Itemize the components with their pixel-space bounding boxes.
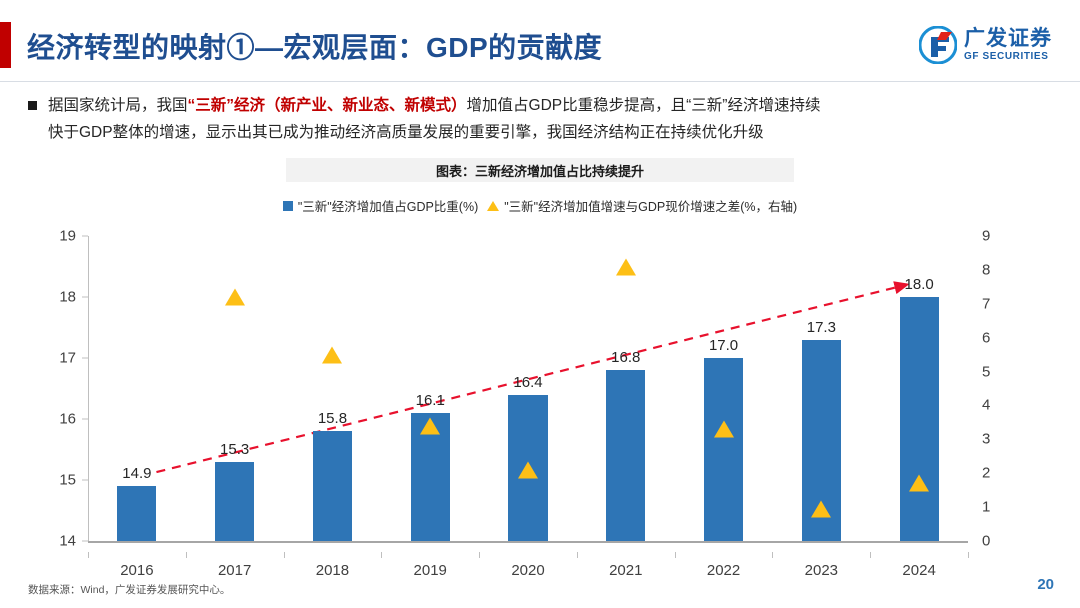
legend-item-triangle: "三新"经济增加值增速与GDP现价增速之差(%，右轴) (487, 196, 797, 215)
chart-triangle-marker (811, 500, 832, 518)
y-axis-left-tick-label: 18 (59, 288, 76, 306)
x-axis-tick-mark (283, 552, 285, 558)
y-axis-right-tick-label: 2 (982, 464, 991, 482)
chart-bar-value-label: 17.0 (708, 337, 739, 354)
source-note: 数据来源：Wind，广发证券发展研究中心。 (28, 584, 231, 596)
chart-bar-value-label: 15.3 (220, 440, 250, 458)
chart-caption: 图表：三新经济增加值占比持续提升 (286, 158, 794, 182)
x-axis-label: 2018 (315, 562, 350, 579)
y-axis-right-tick-label: 4 (982, 396, 991, 414)
legend-label-bar: "三新"经济增加值占GDP比重(%) (297, 200, 479, 214)
x-axis-label: 2017 (217, 562, 252, 579)
y-axis-left-tick-label: 17 (59, 349, 76, 367)
x-axis-tick-mark (968, 552, 969, 558)
bullet-text-post: 增加值占GDP比重稳步提高，且“三新”经济增速持续 (466, 97, 821, 114)
x-axis-label: 2024 (902, 562, 936, 579)
x-axis-tick-mark (870, 552, 872, 558)
y-axis-left-tick-mark (82, 357, 88, 359)
bullet-paragraph: 据国家统计局，我国“三新”经济（新产业、新业态、新模式）增加值占GDP比重稳步提… (28, 92, 1058, 146)
chart-triangle-marker (518, 461, 538, 479)
slide-header: 经济转型的映射①—宏观层面：GDP的贡献度 广发证券 GF SECURITIES (0, 0, 1080, 82)
y-axis-left-tick-mark (82, 540, 88, 542)
x-axis-label: 2016 (120, 562, 154, 579)
page-number: 20 (1037, 576, 1054, 593)
x-axis-label: 2019 (413, 562, 447, 579)
bullet-line-1: 据国家统计局，我国“三新”经济（新产业、新业态、新模式）增加值占GDP比重稳步提… (28, 92, 1058, 119)
brand-logo: 广发证券 GF SECURITIES (918, 25, 1052, 65)
chart-bar (606, 370, 646, 541)
y-axis-left-tick-label: 16 (59, 410, 76, 428)
bullet-text-row: 据国家统计局，我国“三新”经济（新产业、新业态、新模式）增加值占GDP比重稳步提… (48, 92, 820, 119)
x-axis-label: 2022 (706, 562, 741, 579)
logo-text-en: GF SECURITIES (964, 51, 1049, 62)
x-axis-tick-mark (88, 552, 89, 558)
x-axis-tick-mark (576, 552, 578, 558)
y-axis-line (88, 236, 89, 541)
chart-legend: "三新"经济增加值占GDP比重(%) "三新"经济增加值增速与GDP现价增速之差… (0, 196, 1080, 215)
y-axis-right-tick-label: 0 (982, 532, 991, 550)
chart-bar-value-label: 16.4 (513, 373, 543, 391)
legend-label-triangle: "三新"经济增加值增速与GDP现价增速之差(%，右轴) (504, 200, 798, 214)
y-axis-right-tick-label: 5 (982, 363, 991, 381)
y-axis-left-tick-label: 14 (59, 532, 76, 550)
chart-bar-value-label: 15.8 (317, 410, 348, 428)
chart-bar (899, 297, 939, 541)
chart-triangle-marker (909, 474, 930, 492)
y-axis-right-tick-label: 3 (982, 430, 991, 448)
y-axis-left-tick-label: 15 (59, 471, 76, 489)
chart-triangle-marker (224, 288, 245, 306)
y-axis-right-tick-label: 7 (982, 295, 991, 313)
header-divider (0, 81, 1080, 82)
y-axis-right-tick-label: 1 (982, 498, 991, 516)
chart-triangle-marker (713, 420, 734, 438)
x-axis-line (88, 541, 968, 543)
logo-text-cn: 广发证券 (964, 27, 1052, 50)
x-axis-label: 2020 (511, 562, 545, 579)
chart-bar-value-label: 18.0 (904, 276, 934, 293)
gf-circle-logo-icon (918, 25, 958, 65)
header-accent-bar (0, 22, 11, 68)
x-axis-tick-mark (185, 552, 187, 558)
chart-bar-value-label: 16.8 (611, 349, 641, 367)
x-axis-tick-mark (479, 552, 481, 558)
x-axis-tick-mark (381, 552, 383, 558)
chart-plot-region: 14 15 16 17 18 19 0 1 2 3 4 5 6 7 8 9 2016 2017 2018 2019 20… (59, 228, 990, 580)
chart-triangle-marker (420, 417, 441, 435)
bullet-line-2: 快于GDP整体的增速，显示出其已成为推动经济高质量发展的重要引擎，我国经济结构正… (48, 124, 764, 141)
chart-bar (312, 431, 352, 541)
legend-item-bar: "三新"经济增加值占GDP比重(%) (282, 196, 479, 215)
x-axis-tick-mark (772, 552, 774, 558)
bullet-text-pre: 据国家统计局，我国 (48, 97, 188, 114)
y-axis-left-tick-mark (82, 235, 88, 237)
chart-bar-value-label: 16.1 (415, 391, 445, 409)
x-axis-tick-mark (674, 552, 676, 558)
chart-triangle-marker (322, 346, 343, 364)
legend-square-icon (282, 200, 293, 211)
chart-triangle-marker (615, 258, 636, 275)
y-axis-left-tick-mark (82, 296, 88, 298)
y-axis-left-tick-mark (82, 479, 88, 481)
page-title: 经济转型的映射①—宏观层面：GDP的贡献度 (27, 32, 603, 63)
chart-area: 14 15 16 17 18 19 0 1 2 3 4 5 6 7 8 9 2016 2017 2018 2019 20… (0, 225, 1080, 580)
chart-bar-value-label: 17.3 (806, 318, 836, 336)
bullet-marker-icon (28, 101, 37, 110)
legend-triangle-icon (487, 200, 500, 211)
y-axis-right-tick-label: 6 (982, 329, 991, 347)
y-axis-left-tick-mark (82, 418, 88, 420)
chart-bar (704, 358, 744, 541)
bullet-text-highlight: “三新”经济（新产业、新业态、新模式） (187, 97, 467, 114)
y-axis-right-tick-label: 8 (982, 261, 991, 279)
trend-arrow-icon (156, 281, 910, 474)
y-axis-left-tick-label: 19 (59, 227, 76, 245)
chart-bar (215, 461, 255, 541)
chart-bar-value-label: 14.9 (122, 465, 152, 483)
chart-bar (117, 486, 157, 541)
x-axis-label: 2023 (804, 562, 839, 579)
y-axis-right-tick-label: 9 (982, 227, 991, 245)
x-axis-label: 2021 (609, 562, 643, 579)
